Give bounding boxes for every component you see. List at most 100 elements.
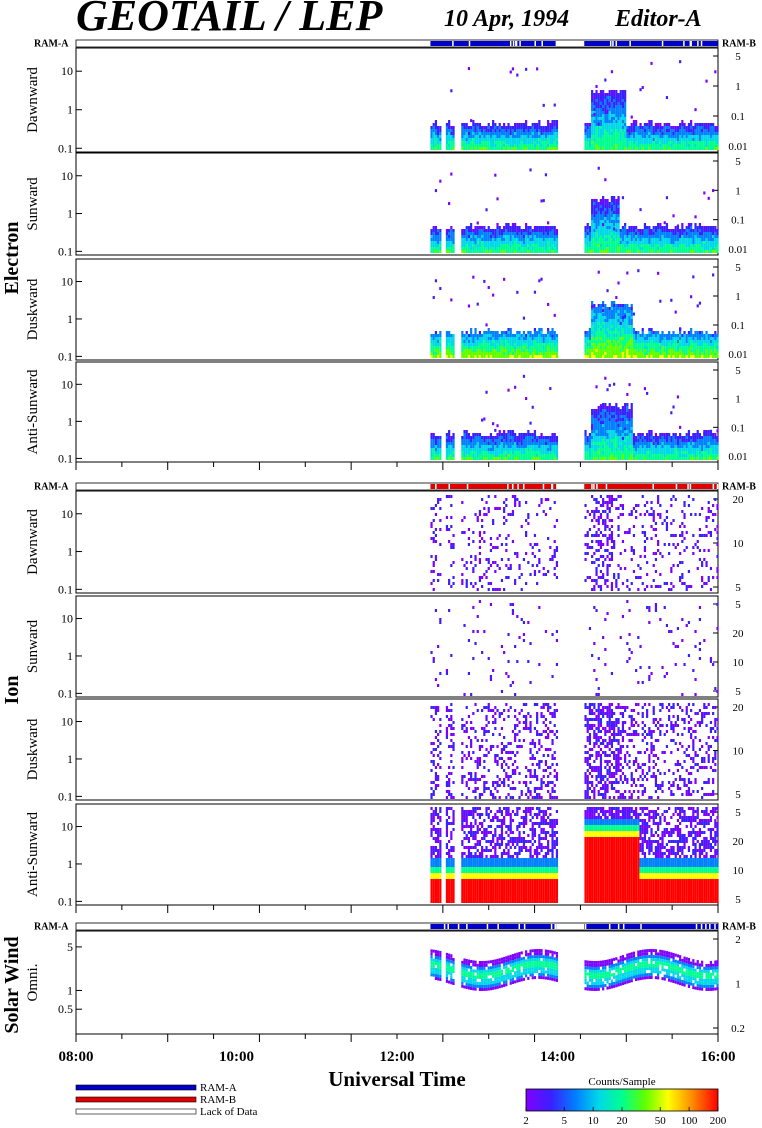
spectrogram-cell (434, 355, 438, 358)
spectrogram-cell (696, 244, 699, 247)
spectrogram-cell (646, 132, 649, 135)
spectrogram-cell (584, 235, 587, 238)
ram-bar-gap-ion (652, 484, 654, 489)
spectrogram-cell (679, 349, 682, 352)
spectrogram-cell (606, 412, 609, 415)
spectrogram-cell (520, 436, 523, 439)
spectrogram-cell (630, 135, 633, 138)
spectrogram-cell (676, 229, 680, 232)
spectrogram-cell (679, 454, 682, 457)
spectrogram-cell (527, 235, 530, 238)
spectrogram-cell (705, 331, 708, 334)
spectrogram-cell (610, 202, 614, 205)
spectrogram-cell (690, 226, 693, 229)
spectrogram-cell (624, 117, 627, 120)
spectrogram-cell (617, 138, 620, 141)
spectrogram-cell (498, 244, 501, 247)
spectrogram-cell (707, 235, 710, 238)
spectrogram-cell (549, 457, 552, 460)
spectrogram-cell (492, 250, 495, 253)
spectrogram-cell (661, 448, 664, 451)
spectrogram-cell (670, 135, 673, 138)
spectrogram-cell (505, 223, 508, 226)
spectrogram-cell (602, 328, 605, 331)
spectrogram-cell (615, 123, 618, 126)
spectrogram-cell (434, 457, 438, 460)
spectrogram-cell (712, 445, 715, 448)
spectrogram-cell (544, 147, 548, 150)
spectrogram-cell (657, 352, 660, 355)
spectrogram-cell (498, 346, 501, 349)
spectrogram-cell (641, 436, 644, 439)
spectrogram-cell (696, 247, 699, 250)
spectrogram-cell (663, 349, 666, 352)
spectrogram-cell (595, 141, 598, 144)
spectrogram-cell (540, 277, 543, 281)
spectrogram-cell (591, 349, 594, 352)
spectrogram-cell (608, 229, 611, 232)
spectrogram-cell (591, 199, 594, 202)
spectrogram-cell (696, 445, 699, 448)
spectrogram-cell (672, 138, 675, 141)
spectrogram-cell (445, 132, 449, 135)
spectrogram-cell (701, 352, 704, 355)
spectrogram-cell (507, 349, 510, 352)
spectrogram-cell (595, 412, 598, 415)
spectrogram-cell (542, 141, 545, 144)
spectrogram-cell (626, 138, 629, 141)
spectrogram-cell (514, 138, 517, 141)
spectrogram-cell (626, 439, 629, 442)
spectrogram-cell (544, 457, 548, 460)
spectrogram-cell (648, 439, 651, 442)
spectrogram-cell (485, 144, 488, 147)
spectrogram-cell (703, 352, 706, 355)
spectrogram-cell (461, 457, 464, 460)
spectrogram-cell (602, 334, 605, 337)
spectrogram-cell (496, 448, 499, 451)
spectrogram-cell (593, 307, 596, 310)
spectrogram-cell (525, 147, 528, 150)
spectrogram-cell (527, 436, 530, 439)
spectrogram-cell (542, 126, 545, 129)
spectrogram-cell (599, 421, 603, 424)
spectrogram-cell (591, 111, 594, 114)
spectrogram-cell (430, 457, 433, 460)
spectrogram-cell (692, 126, 695, 129)
spectrogram-cell (613, 418, 616, 421)
right-tick-label: 0.01 (728, 349, 747, 361)
spectrogram-cell (533, 241, 537, 244)
spectrogram-cell (701, 147, 704, 150)
spectrogram-cell (551, 226, 554, 229)
spectrogram-cell (668, 147, 671, 150)
spectrogram-cell (613, 382, 616, 386)
spectrogram-cell (696, 123, 699, 126)
spectrogram-cell (527, 334, 530, 337)
spectrogram-cell (597, 114, 600, 117)
spectrogram-cell (698, 129, 702, 132)
spectrogram-cell (533, 144, 537, 147)
spectrogram-cell (525, 346, 528, 349)
spectrogram-cell (498, 138, 501, 141)
spectrogram-cell (698, 247, 702, 250)
spectrogram-cell (630, 436, 633, 439)
spectrogram-cell (630, 355, 633, 358)
spectrogram-cell (474, 451, 477, 454)
spectrogram-cell (547, 126, 550, 129)
spectrogram-cells-electron-sunward (430, 166, 719, 253)
spectrogram-cell (608, 144, 611, 147)
spectrogram-cell (676, 144, 680, 147)
spectrogram-cell (522, 331, 526, 334)
figure-date: 10 Apr, 1994 (444, 6, 569, 32)
spectrogram-cell (637, 334, 640, 337)
spectrogram-cell (613, 144, 616, 147)
spectrogram-cell (500, 244, 504, 247)
spectrogram-cell (661, 132, 664, 135)
spectrogram-cell (705, 241, 708, 244)
spectrogram-cell (485, 241, 488, 244)
spectrogram-cell (650, 355, 653, 358)
spectrogram-cell (650, 442, 653, 445)
spectrogram-cell (478, 433, 482, 436)
spectrogram-cell (489, 433, 493, 436)
spectrogram-cell (630, 337, 633, 340)
ram-bar-gap-electron (697, 41, 699, 46)
